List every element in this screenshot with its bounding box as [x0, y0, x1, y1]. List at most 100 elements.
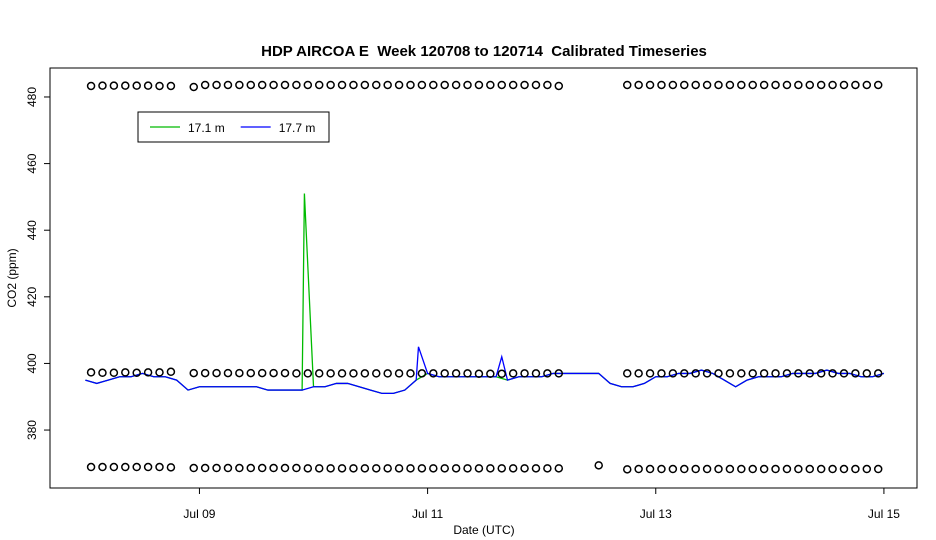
calibration-point	[839, 369, 849, 378]
calibration-point	[543, 369, 552, 378]
calibration-point	[417, 369, 427, 378]
calibration-point	[223, 463, 233, 473]
calibration-point	[337, 80, 347, 90]
calibration-point	[121, 81, 130, 90]
calibration-point	[748, 369, 757, 378]
calibration-point	[725, 369, 735, 378]
y-tick-label: 400	[25, 353, 39, 373]
calibration-point	[839, 80, 849, 90]
calibration-point	[657, 369, 666, 378]
calibration-point	[246, 80, 256, 90]
calibration-point	[269, 368, 278, 378]
calibration-point	[794, 80, 803, 90]
calibration-point	[257, 368, 267, 378]
calibration-point	[189, 463, 198, 473]
calibration-point	[759, 80, 769, 90]
calibration-point	[474, 80, 484, 90]
calibration-point	[497, 80, 507, 90]
calibration-point	[474, 464, 484, 473]
calibration-point	[121, 462, 130, 472]
calibration-point	[737, 80, 746, 90]
calibration-point	[109, 368, 119, 378]
calibration-point	[326, 464, 335, 473]
calibration-point	[794, 369, 803, 378]
calibration-point	[668, 80, 678, 90]
calibration-point	[314, 464, 324, 473]
calibration-point	[326, 80, 335, 90]
calibration-point	[132, 368, 141, 378]
calibration-point	[771, 464, 780, 474]
calibration-point	[759, 369, 769, 378]
calibration-point	[383, 369, 392, 378]
calibration-point	[280, 368, 290, 378]
calibration-point	[394, 464, 404, 473]
calibration-point	[360, 464, 370, 473]
calibration-point	[314, 369, 324, 378]
calibration-point	[828, 369, 837, 378]
calibration-point	[851, 464, 860, 474]
calibration-point	[189, 82, 198, 92]
calibration-point	[634, 80, 643, 90]
calibration-point	[200, 463, 210, 473]
calibration-point	[622, 465, 632, 474]
calibration-point	[543, 80, 552, 90]
legend-label: 17.1 m	[188, 121, 225, 135]
calibration-point	[668, 464, 678, 474]
calibration-point	[314, 80, 324, 90]
calibration-point	[155, 368, 164, 377]
plot-frame	[49, 67, 918, 489]
calibration-point	[748, 464, 757, 474]
calibration-point	[737, 369, 746, 378]
calibration-point	[816, 464, 826, 474]
y-tick-label: 460	[25, 153, 39, 173]
calibration-point	[771, 369, 780, 378]
calibration-point	[737, 464, 746, 474]
calibration-point	[440, 80, 449, 90]
calibration-point	[121, 368, 130, 377]
calibration-point	[246, 463, 256, 473]
calibration-point	[805, 80, 815, 90]
x-tick-label: Jul 11	[412, 507, 443, 521]
calibration-point	[109, 462, 119, 472]
calibration-point	[805, 464, 815, 474]
calibration-point	[486, 80, 495, 90]
calibration-point	[143, 462, 153, 472]
calibration-point	[280, 80, 290, 90]
calibration-point	[132, 81, 141, 90]
calibration-point	[657, 464, 666, 474]
calibration-point	[451, 464, 461, 473]
calibration-point	[463, 369, 472, 378]
calibration-point	[98, 462, 107, 472]
calibration-point	[143, 368, 153, 377]
calibration-point	[166, 463, 176, 472]
calibration-point	[98, 368, 107, 378]
calibration-point	[816, 369, 826, 378]
calibration-point	[303, 369, 313, 378]
x-tick-label: Jul 15	[868, 507, 900, 521]
calibration-point	[771, 80, 780, 90]
calibration-point	[143, 81, 153, 90]
calibration-point	[86, 368, 96, 377]
y-tick-label: 380	[25, 420, 39, 440]
chart-title: HDP AIRCOA E Week 120708 to 120714 Calib…	[261, 43, 707, 60]
calibration-point	[691, 80, 700, 90]
calibration-point	[554, 464, 564, 473]
calibration-point	[691, 464, 700, 474]
calibration-point	[520, 464, 529, 473]
calibration-point	[543, 464, 552, 473]
calibration-point	[372, 80, 381, 90]
calibration-point	[828, 80, 837, 90]
calibration-point	[166, 367, 176, 377]
calibration-point	[372, 369, 381, 378]
calibration-point	[828, 464, 837, 474]
calibration-point	[269, 463, 278, 473]
x-tick-label: Jul 13	[640, 507, 672, 521]
calibration-point	[360, 369, 370, 378]
calibration-point	[702, 80, 712, 90]
calibration-point	[257, 80, 267, 90]
calibration-point	[680, 369, 689, 378]
calibration-point	[851, 80, 860, 90]
